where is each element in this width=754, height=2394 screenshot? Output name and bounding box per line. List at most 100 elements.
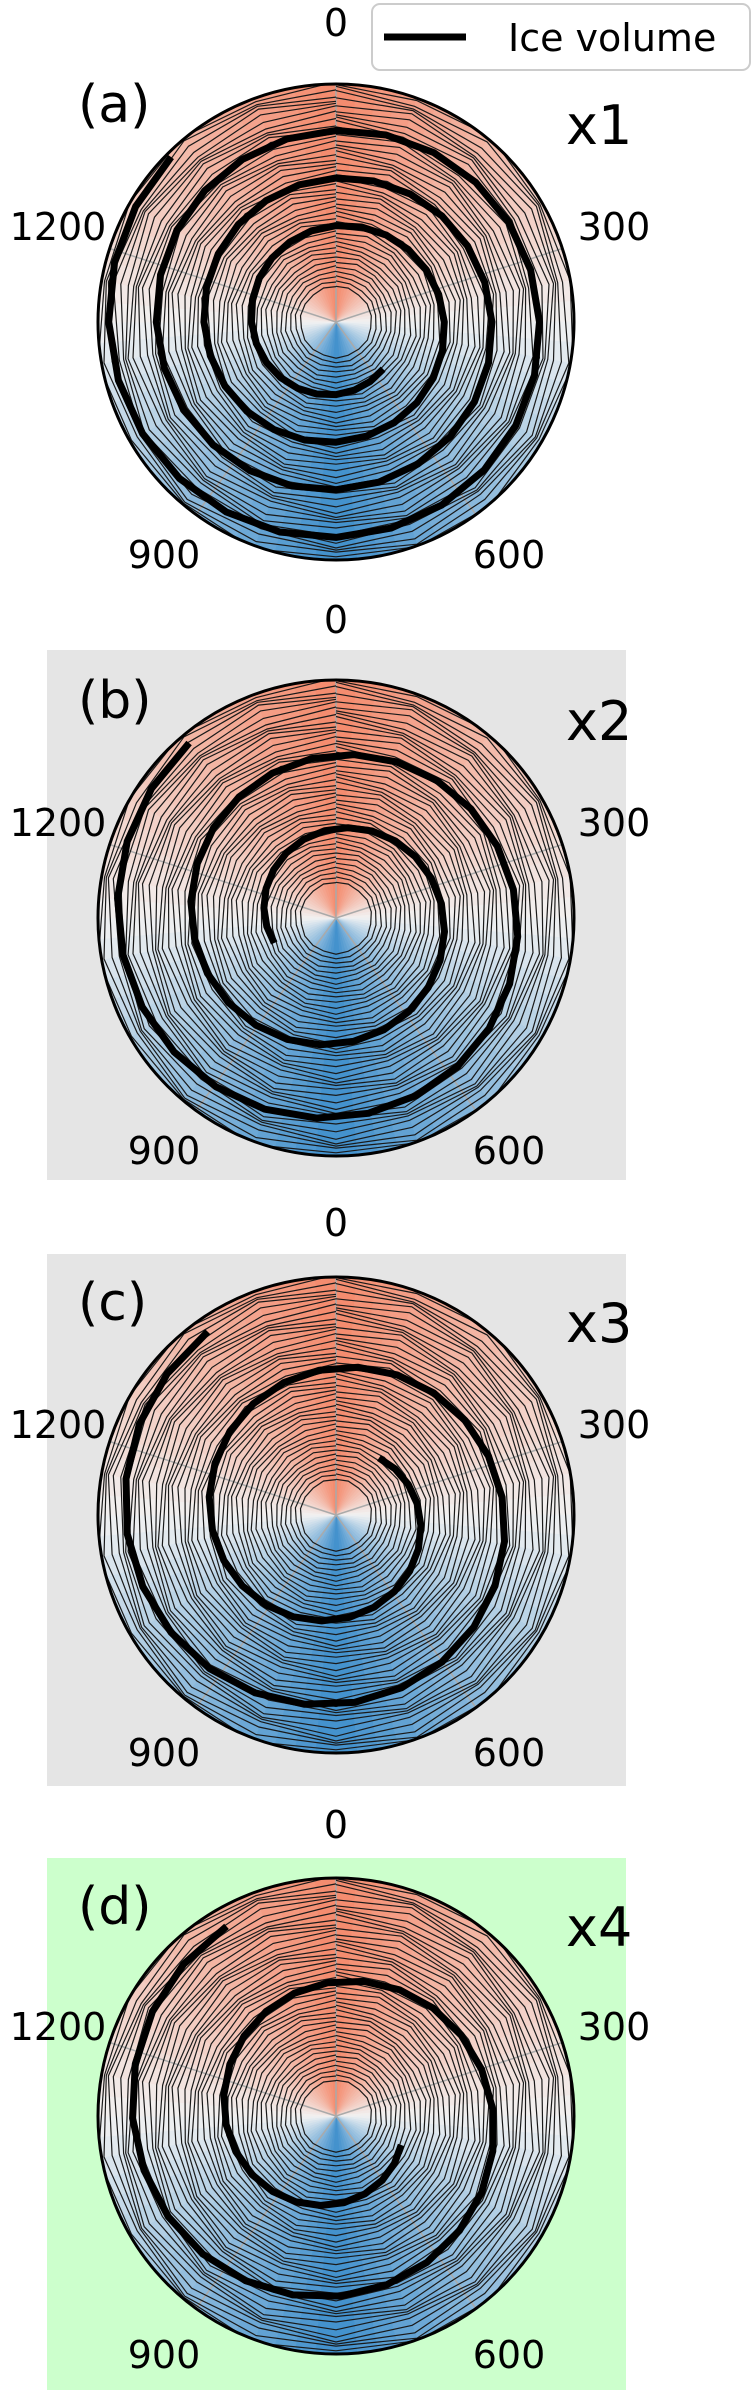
ring-line xyxy=(103,1278,570,1746)
ring-line xyxy=(154,731,521,1104)
panel-c-label: (c) xyxy=(78,1273,147,1333)
ring-line xyxy=(196,1974,476,2255)
ring-line xyxy=(171,1348,498,1681)
ring-line xyxy=(270,256,402,389)
ring-line xyxy=(206,787,465,1050)
ring-line xyxy=(241,226,432,419)
ring-line xyxy=(299,285,372,359)
ring-line xyxy=(148,133,525,515)
panel-b-ice-volume-series xyxy=(98,680,574,1154)
panel-a-tick-300: 300 xyxy=(578,205,651,249)
legend-label: Ice volume xyxy=(508,16,716,60)
panel-a: 0 300 600 900 1200 (a) x1 xyxy=(10,1,651,577)
ring-line xyxy=(127,1303,544,1722)
ring-line xyxy=(212,1990,461,2243)
ring-line xyxy=(201,781,470,1054)
panel-a-label: (a) xyxy=(78,75,150,135)
panel-a-multiplier: x1 xyxy=(566,94,632,157)
ring-line xyxy=(230,811,441,1024)
ring-line xyxy=(294,280,377,364)
ring-line xyxy=(191,772,481,1061)
ring-line xyxy=(226,806,447,1027)
ice-volume-line xyxy=(122,1329,508,1708)
panel-b-tick-600: 600 xyxy=(473,1129,546,1173)
ring-line xyxy=(270,852,402,985)
ring-line xyxy=(148,1927,525,2309)
panel-c-tick-300: 300 xyxy=(578,1403,651,1447)
panel-b-frame xyxy=(96,678,576,1158)
ring-line xyxy=(201,1979,470,2252)
ring-line xyxy=(132,1910,541,2318)
legend: Ice volume xyxy=(371,3,751,71)
ring-line xyxy=(112,97,557,549)
ring-line xyxy=(132,116,541,524)
ring-line xyxy=(112,1290,557,1742)
ring-line xyxy=(299,2079,372,2153)
panel-b-multiplier: x2 xyxy=(566,690,632,753)
ring-line xyxy=(246,1423,427,1607)
panel-d-ice-volume-series xyxy=(98,1878,574,2352)
ring-line xyxy=(290,1468,383,1561)
ring-line xyxy=(171,751,498,1084)
ring-line xyxy=(132,1309,541,1717)
ring-line xyxy=(280,1458,392,1571)
ring-line xyxy=(184,1960,491,2273)
panel-d-tick-600: 600 xyxy=(473,2333,546,2377)
ring-line xyxy=(107,1283,563,1744)
ring-line xyxy=(191,1970,481,2259)
panel-a-frame xyxy=(96,82,576,562)
ring-line xyxy=(220,1398,451,1629)
panel-c-frame xyxy=(96,1275,576,1755)
ring-line xyxy=(260,2039,412,2192)
ring-line xyxy=(161,1940,511,2288)
ring-line xyxy=(280,861,392,974)
panel-d-tick-0: 0 xyxy=(324,1803,348,1847)
ring-line xyxy=(235,2014,435,2218)
panel-a-tick-1200: 1200 xyxy=(10,205,107,249)
ring-line xyxy=(171,1949,498,2282)
ring-line xyxy=(270,1449,402,1582)
ring-line xyxy=(137,1312,534,1714)
ring-line xyxy=(148,729,525,1111)
ring-line xyxy=(125,1899,550,2331)
ring-line xyxy=(212,196,461,449)
ring-line xyxy=(270,2050,402,2183)
panel-a-tick-900: 900 xyxy=(128,533,201,577)
ring-line xyxy=(120,1295,555,1737)
panel-c: 0 300 600 900 1200 (c) x3 xyxy=(10,1201,651,1786)
ring-line xyxy=(241,2020,432,2213)
ring-line xyxy=(294,1473,377,1557)
panel-c-tick-0: 0 xyxy=(324,1201,348,1245)
ring-line xyxy=(255,1433,417,1595)
ring-line xyxy=(187,170,486,472)
ring-line xyxy=(241,1419,432,1612)
ring-line xyxy=(220,801,451,1032)
ring-line xyxy=(284,866,388,969)
ring-line xyxy=(120,102,555,544)
ring-line xyxy=(161,1339,511,1687)
ring-line xyxy=(220,205,451,436)
ring-line xyxy=(284,1463,388,1566)
ring-line xyxy=(250,1428,421,1600)
ring-line xyxy=(276,856,397,980)
ring-line xyxy=(206,191,465,454)
ring-line xyxy=(127,110,544,529)
ring-line xyxy=(217,796,456,1039)
ring-line xyxy=(284,2064,388,2167)
ring-line xyxy=(290,2069,383,2162)
panel-b: 0 300 600 900 1200 (b) x2 xyxy=(10,598,650,1180)
ring-line xyxy=(184,1359,491,1672)
ring-line xyxy=(217,1393,456,1636)
ring-line xyxy=(230,2009,441,2222)
ring-line xyxy=(280,265,392,378)
ring-line xyxy=(125,701,550,1133)
panel-d-tick-900: 900 xyxy=(128,2333,201,2377)
ring-line xyxy=(196,776,476,1057)
ring-line xyxy=(276,2054,397,2178)
panel-b-tick-1200: 1200 xyxy=(10,801,107,845)
ring-line xyxy=(154,1929,521,2302)
ring-line xyxy=(226,210,447,431)
ring-line xyxy=(112,1891,557,2343)
ring-line xyxy=(191,1369,481,1658)
